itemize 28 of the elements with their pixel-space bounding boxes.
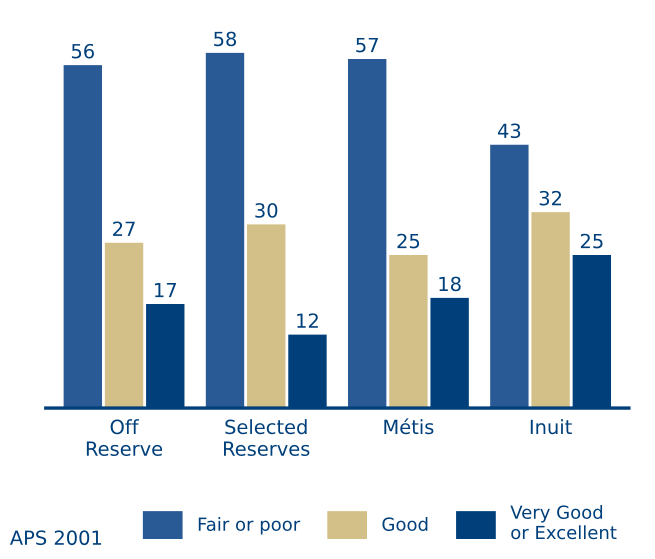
data-label: 18: [439, 276, 461, 292]
data-label: 43: [498, 123, 520, 138]
legend-label: Good: [382, 517, 428, 532]
data-label: 25: [580, 234, 603, 248]
legend-label: Fair or poor: [198, 517, 300, 535]
data-label: 58: [214, 32, 236, 46]
bar: [490, 144, 529, 408]
x-tick-label: Off Reserve: [86, 419, 162, 456]
bar: [531, 212, 570, 408]
legend-label: Very Good or Excellent: [510, 505, 616, 540]
data-label: 57: [356, 38, 378, 52]
data-label: 27: [113, 221, 135, 236]
data-label: 17: [155, 282, 176, 298]
x-tick-label: Inuit: [530, 419, 572, 434]
data-label: 30: [255, 203, 278, 218]
bar: [64, 65, 102, 408]
x-tick-label: Selected Reserves: [224, 419, 310, 456]
bar: [389, 254, 428, 408]
bar: [247, 224, 286, 408]
text: APS 2001: [10, 530, 102, 546]
bar: [206, 52, 244, 408]
data-label: 25: [397, 234, 420, 248]
bar: [104, 242, 144, 408]
bar: [348, 58, 386, 408]
data-label: 32: [540, 190, 562, 206]
data-label: 56: [72, 44, 94, 59]
data-label: 12: [297, 313, 318, 328]
x-tick-label: Métis: [384, 418, 434, 434]
